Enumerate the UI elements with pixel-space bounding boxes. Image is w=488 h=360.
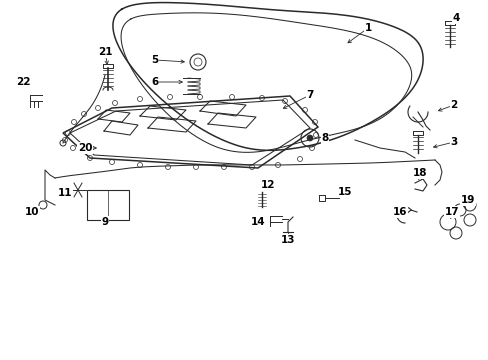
Text: 21: 21 bbox=[98, 47, 112, 57]
Text: 14: 14 bbox=[250, 217, 265, 227]
Text: 5: 5 bbox=[151, 55, 158, 65]
Text: 4: 4 bbox=[451, 13, 459, 23]
Text: 16: 16 bbox=[392, 207, 407, 217]
Text: 20: 20 bbox=[78, 143, 92, 153]
Text: 10: 10 bbox=[25, 207, 39, 217]
Text: 6: 6 bbox=[151, 77, 158, 87]
Text: 7: 7 bbox=[305, 90, 313, 100]
Text: 15: 15 bbox=[337, 187, 351, 197]
Text: 9: 9 bbox=[101, 217, 108, 227]
Text: 18: 18 bbox=[412, 168, 427, 178]
Text: 3: 3 bbox=[449, 137, 457, 147]
Circle shape bbox=[306, 135, 312, 141]
Text: 13: 13 bbox=[280, 235, 295, 245]
Text: 1: 1 bbox=[364, 23, 371, 33]
Text: 17: 17 bbox=[444, 207, 458, 217]
Text: 12: 12 bbox=[260, 180, 275, 190]
Text: 2: 2 bbox=[449, 100, 457, 110]
Text: 19: 19 bbox=[460, 195, 474, 205]
Text: 8: 8 bbox=[321, 133, 328, 143]
Bar bbox=[87, 190, 129, 220]
Text: 22: 22 bbox=[16, 77, 30, 87]
Text: 11: 11 bbox=[58, 188, 72, 198]
